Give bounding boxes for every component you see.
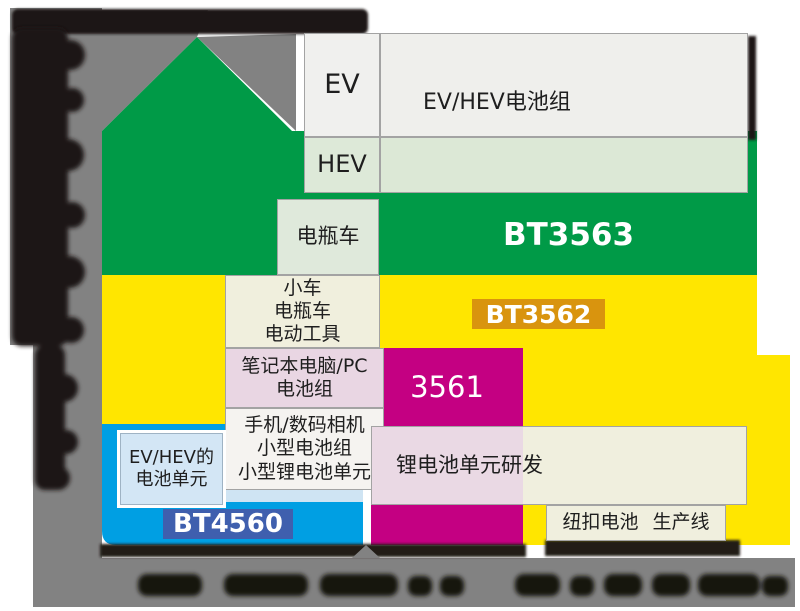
cell-ev-hev-battery-cell: EV/HEV的 电池单元	[117, 430, 226, 508]
cell-ev: EV	[304, 33, 380, 137]
product-badge-bt3562: BT3562	[472, 299, 605, 329]
cell-laptop-pack: 笔记本电脑/PC 电池组	[225, 348, 384, 408]
axis-band-apex-right	[197, 34, 296, 131]
cell-ev-hev-pack-label: EV/HEV电池组	[423, 89, 571, 115]
cell-ev-hev-pack: EV/HEV电池组	[380, 33, 748, 137]
cell-hev-row	[380, 137, 748, 193]
product-bt3563-text: BT3563	[502, 217, 635, 253]
cell-ev-hev-battery-line2: 电池单元	[135, 469, 208, 490]
cell-scooter: 电瓶车	[277, 199, 379, 275]
shadow-notch	[352, 545, 380, 558]
cell-small-vehicle-line1: 小车	[283, 276, 322, 299]
redacted-title-bar	[12, 9, 368, 34]
cell-mobile-line2: 小型电池组	[256, 437, 352, 460]
cell-laptop-line1: 笔记本电脑/PC	[241, 354, 368, 377]
product-label-3561: 3561	[371, 348, 523, 426]
cell-coin-battery-line: 纽扣电池 生产线	[546, 505, 726, 541]
cell-coin-battery-label: 纽扣电池	[562, 511, 639, 534]
product-badge-bt4560: BT4560	[163, 509, 293, 539]
cell-li-cell-rnd-label: 锂电池单元研发	[396, 452, 543, 477]
cell-small-vehicle-line3: 电动工具	[264, 323, 341, 346]
cell-scooter-label: 电瓶车	[296, 224, 360, 249]
product-label-bt3563: BT3563	[380, 195, 757, 275]
cell-mobile-small-pack: 手机/数码相机 小型电池组 小型锂电池单元	[225, 408, 384, 490]
axis-band-apex-left	[86, 10, 208, 131]
bottom-shadow-band	[100, 540, 740, 557]
tinted-strip	[225, 490, 363, 502]
cell-mobile-line1: 手机/数码相机	[244, 414, 365, 437]
cell-hev: HEV	[304, 137, 380, 193]
redacted-vertical-axis-label	[12, 28, 85, 490]
cell-laptop-line2: 电池组	[275, 378, 333, 400]
cell-li-cell-rnd: 锂电池单元研发	[371, 426, 747, 505]
product-3561-text: 3561	[410, 370, 484, 404]
cell-small-vehicle: 小车 电瓶车 电动工具	[225, 275, 380, 348]
redacted-horizontal-axis-labels	[138, 574, 788, 596]
cell-ev-label: EV	[324, 68, 360, 100]
cell-production-line-label: 生产线	[652, 511, 710, 534]
cell-ev-hev-battery-line1: EV/HEV的	[129, 447, 214, 469]
cell-small-vehicle-line2: 电瓶车	[273, 299, 331, 322]
box-shadow-right	[748, 36, 756, 140]
product-bt4560-text: BT4560	[173, 509, 283, 539]
product-bt3562-text: BT3562	[485, 299, 592, 329]
cell-hev-label: HEV	[317, 150, 367, 179]
cell-mobile-line3: 小型锂电池单元	[237, 460, 371, 483]
